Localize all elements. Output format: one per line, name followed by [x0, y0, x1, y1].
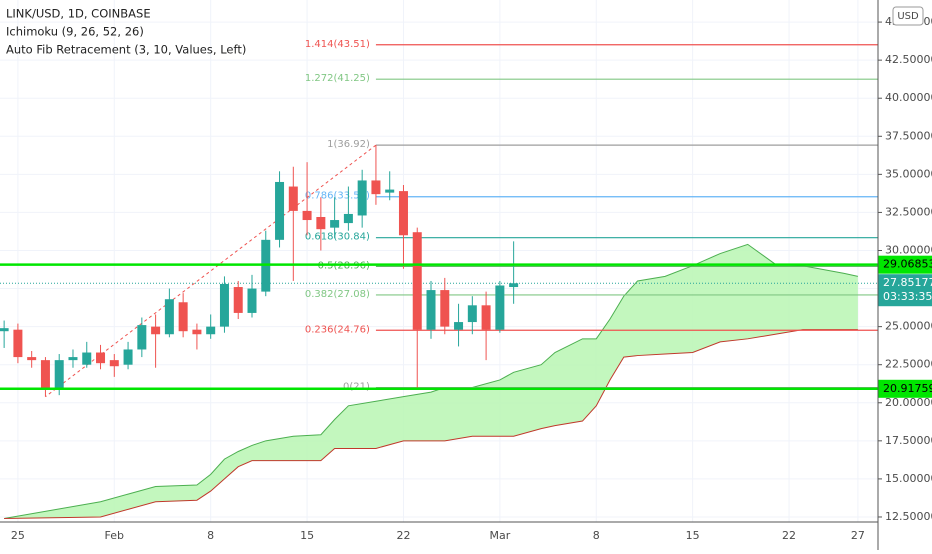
candle-body: [178, 302, 188, 332]
x-tick-label: 25: [11, 529, 25, 542]
x-tick-label: 8: [593, 529, 600, 542]
y-tick-label: 42.50000: [885, 53, 932, 66]
candle-body: [27, 357, 37, 361]
candle-body: [123, 349, 133, 365]
x-tick-label: 27: [851, 529, 865, 542]
candle-body: [440, 290, 450, 327]
candle-body: [40, 360, 50, 390]
candle-body: [509, 283, 519, 288]
candle-body: [275, 181, 285, 240]
y-tick-label: 20.00000: [885, 396, 932, 409]
candle-body: [82, 352, 92, 365]
fib-label: 1.414(43.51): [305, 39, 370, 50]
candle-body: [316, 216, 326, 230]
fib-label: 0.786(33.53): [305, 191, 370, 202]
candle-body: [426, 290, 436, 330]
candle-body: [481, 305, 491, 330]
candle-body: [454, 322, 464, 330]
candle-body: [192, 329, 202, 335]
y-tick-label: 17.50000: [885, 434, 932, 447]
candle-body: [398, 191, 408, 236]
countdown-label: 03:33:35: [883, 290, 932, 303]
candle-body: [164, 299, 174, 335]
candle-body: [412, 232, 422, 330]
x-tick-label: 22: [782, 529, 796, 542]
y-tick-label: 40.00000: [885, 91, 932, 104]
candle-body: [330, 220, 340, 228]
x-tick-label: 15: [686, 529, 700, 542]
candle-body: [288, 186, 298, 211]
candle-body: [13, 329, 23, 358]
candle-body: [0, 328, 9, 332]
candle-body: [495, 285, 505, 330]
price-tag-label: 29.06853: [883, 258, 932, 271]
y-tick-label: 22.50000: [885, 358, 932, 371]
x-tick-label: 15: [300, 529, 314, 542]
price-tag: [878, 379, 932, 398]
candle-body: [467, 305, 477, 323]
candle-body: [357, 180, 367, 216]
candle-body: [68, 357, 78, 361]
x-tick-label: Mar: [489, 529, 510, 542]
fib-label: 1(36.92): [327, 139, 370, 150]
y-tick-label: 32.50000: [885, 205, 932, 218]
candle-body: [151, 326, 161, 335]
price-tag-label: 20.91759: [883, 382, 932, 395]
candle-body: [343, 213, 353, 224]
x-tick-label: 22: [396, 529, 410, 542]
candle-body: [302, 210, 312, 221]
legend-entry: Auto Fib Retracement (3, 10, Values, Lef…: [6, 43, 246, 57]
last-price-label: 27.85177: [883, 276, 932, 289]
fib-label: 0.382(27.08): [305, 289, 370, 300]
last-price-tag: [878, 274, 932, 307]
candle-body: [219, 283, 229, 327]
fib-label: 0.236(24.76): [305, 324, 370, 335]
y-tick-label: 15.00000: [885, 472, 932, 485]
legend-entry: Ichimoku (9, 26, 52, 26): [6, 25, 144, 39]
cloud-lower: [4, 329, 858, 519]
y-tick-label: 35.00000: [885, 167, 932, 180]
cloud-fill: [4, 244, 858, 519]
candle-body: [109, 360, 119, 367]
currency-label: USD: [897, 11, 919, 22]
price-tag: [878, 255, 932, 274]
y-tick-label: 37.50000: [885, 129, 932, 142]
x-tick-label: 8: [207, 529, 214, 542]
candle-body: [206, 326, 216, 335]
fib-label: 1.272(41.25): [305, 73, 370, 84]
x-tick-label: Feb: [105, 529, 124, 542]
y-tick-label: 25.00000: [885, 320, 932, 333]
fib-label: 0.618(30.84): [305, 232, 370, 243]
candle-body: [96, 352, 106, 364]
candle-body: [233, 287, 243, 313]
currency-box: [892, 6, 924, 26]
y-tick-label: 30.00000: [885, 243, 932, 256]
candle-body: [371, 180, 381, 195]
candle-body: [137, 325, 147, 350]
candle-body: [247, 288, 257, 313]
candle-body: [385, 189, 395, 193]
y-tick-label: 12.50000: [885, 510, 932, 523]
legend-entry: LINK/USD, 1D, COINBASE: [6, 7, 151, 21]
candle-body: [54, 360, 64, 390]
fib-label: 0(21): [343, 382, 370, 393]
